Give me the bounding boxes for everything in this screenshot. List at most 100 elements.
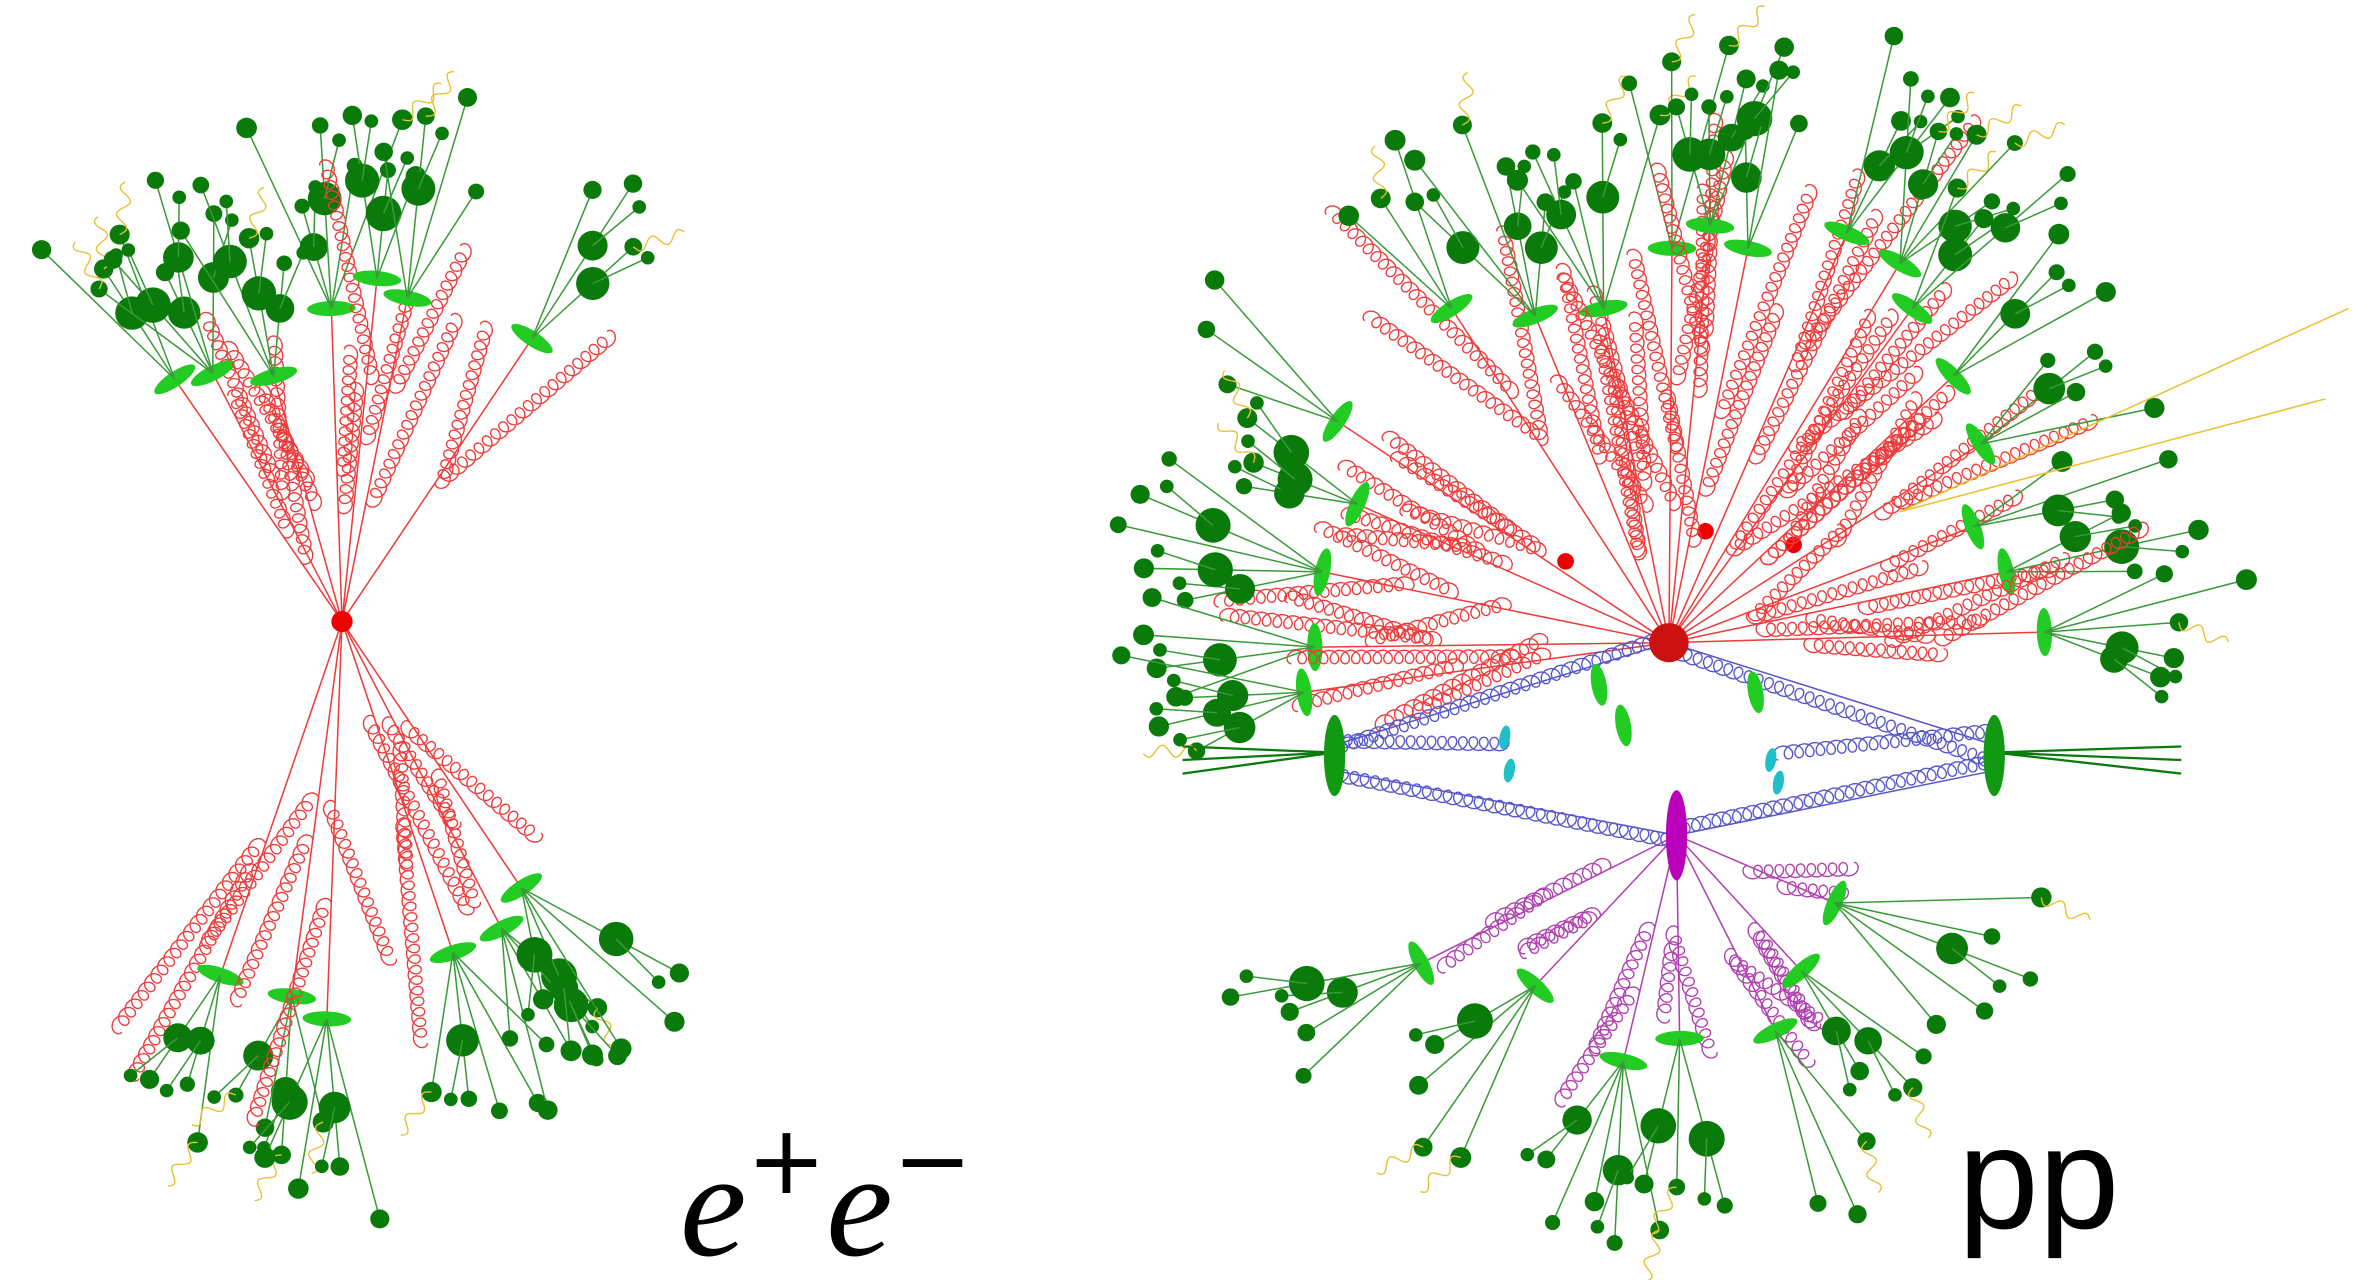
- hadron-track: [431, 953, 453, 1092]
- vertex: [331, 611, 352, 632]
- hadron: [1205, 270, 1225, 289]
- ee-label: e+e−: [680, 1106, 972, 1280]
- hadron: [1151, 544, 1165, 558]
- parton: [1669, 248, 1748, 642]
- hadron: [1446, 231, 1479, 264]
- hadron: [2059, 166, 2075, 182]
- gluon: [1365, 598, 1511, 647]
- hadron: [468, 184, 484, 200]
- hadron: [1525, 231, 1558, 264]
- hadron: [104, 250, 123, 268]
- hadron: [458, 88, 477, 107]
- hadron: [1450, 1147, 1471, 1168]
- hadron: [1774, 37, 1794, 56]
- hadron: [1984, 193, 2000, 209]
- hadron: [1662, 52, 1681, 71]
- hadron: [1698, 1192, 1712, 1206]
- hadron: [288, 1178, 309, 1198]
- hadron-track: [1900, 79, 1911, 263]
- decay-track: [1167, 486, 1213, 525]
- parton: [1535, 316, 1669, 643]
- remnant: [1497, 725, 1512, 751]
- hadron: [2033, 373, 2065, 405]
- decay-track: [1527, 1120, 1577, 1155]
- hadron-track: [1602, 123, 1603, 308]
- hadron: [1903, 1078, 1922, 1097]
- event-diagram: e+e− pp: [0, 0, 2376, 1280]
- hadron: [124, 1069, 138, 1083]
- hadron: [1736, 121, 1755, 140]
- hadron: [1950, 127, 1964, 141]
- hadron: [2096, 282, 2116, 302]
- hadron: [2188, 520, 2208, 540]
- hadron: [670, 964, 689, 983]
- hadron: [1134, 558, 1154, 578]
- hadron: [1717, 1198, 1733, 1214]
- gluon: [1774, 725, 1995, 761]
- hadron: [122, 243, 136, 257]
- hadron: [2150, 667, 2171, 688]
- hadron: [1885, 27, 1904, 45]
- hadron: [583, 181, 601, 199]
- hadron: [1110, 516, 1127, 533]
- gluon: [1837, 283, 1952, 420]
- hadron: [1177, 690, 1193, 706]
- beam-remnant-cluster: [1666, 790, 1687, 880]
- hadron: [1974, 209, 1993, 228]
- hadron: [374, 143, 393, 161]
- hadron: [1131, 485, 1150, 504]
- hadron-track: [1835, 897, 2042, 903]
- hadron: [1153, 643, 1167, 657]
- hadron: [343, 106, 362, 125]
- gluon: [441, 330, 615, 481]
- hadron: [365, 114, 379, 128]
- hadron: [582, 1045, 603, 1066]
- hadron: [632, 200, 646, 214]
- hadron: [1562, 1106, 1591, 1135]
- hadron: [1908, 169, 1938, 199]
- hadron: [400, 151, 414, 165]
- hadron: [664, 1012, 684, 1032]
- hadron: [1668, 1179, 1685, 1196]
- gluon: [1663, 642, 1997, 767]
- hadron: [1976, 1002, 1993, 1019]
- hadron: [243, 1141, 257, 1155]
- hadron: [652, 975, 666, 989]
- hadron: [1275, 989, 1289, 1003]
- hadron: [2099, 359, 2113, 373]
- hadron: [1756, 113, 1770, 127]
- parton: [342, 278, 377, 621]
- hadron: [1149, 716, 1169, 736]
- decay-track: [1868, 1041, 1895, 1095]
- electron: e: [680, 1122, 747, 1280]
- hadron: [2100, 645, 2128, 673]
- hadron: [1668, 98, 1685, 115]
- hadron: [1241, 434, 1255, 448]
- parton: [1669, 572, 2006, 643]
- hadron: [461, 1091, 478, 1107]
- decay-track: [131, 1038, 178, 1076]
- hadron: [2040, 353, 2055, 368]
- hadron: [1537, 1151, 1555, 1169]
- hadron: [260, 227, 274, 241]
- hadron: [1984, 928, 2001, 945]
- hadron: [576, 267, 609, 300]
- hadron: [315, 1160, 329, 1174]
- hadron-track: [2044, 574, 2164, 632]
- hadron: [1720, 90, 1734, 104]
- gluon: [1285, 591, 1434, 646]
- hadron: [2067, 383, 2086, 401]
- hadron: [1940, 88, 1960, 108]
- hadron: [1222, 988, 1240, 1005]
- hadron: [2048, 224, 2069, 245]
- hadron: [2155, 690, 2169, 704]
- hadron: [611, 1038, 632, 1059]
- parton: [1677, 835, 1835, 903]
- hadron: [1621, 76, 1637, 92]
- gluon: [1804, 639, 1948, 662]
- gluon: [435, 321, 492, 488]
- hadron: [32, 240, 51, 259]
- hadron: [276, 255, 292, 271]
- hadron: [140, 1070, 159, 1089]
- gluon: [1589, 922, 1655, 1053]
